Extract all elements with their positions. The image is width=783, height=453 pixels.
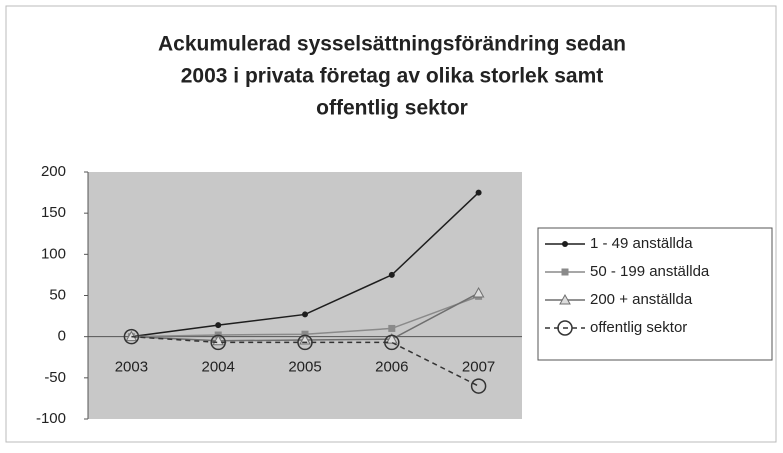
legend-label: 50 - 199 anställda [590,263,710,280]
series-line [131,335,479,387]
x-tick-label: 2006 [375,359,408,376]
chart-title: offentlig sektor [316,97,468,120]
legend-marker [561,268,569,276]
legend-marker [557,320,573,336]
y-tick-label: 150 [41,204,66,221]
y-tick-label: 50 [49,286,66,303]
data-point [472,287,485,298]
data-point [470,378,487,394]
chart-title: Ackumulerad sysselsättningsförändring se… [158,33,626,56]
x-tick-label: 2004 [202,359,235,376]
data-point [388,324,396,332]
data-point [123,328,140,345]
data-point [215,322,222,329]
data-point [210,334,226,351]
x-tick-label: 2005 [288,359,321,376]
x-tick-label: 2007 [462,359,495,376]
y-tick-label: -100 [36,410,66,427]
legend-marker [559,293,571,305]
y-tick-label: 200 [41,163,66,180]
legend-marker [562,241,568,247]
legend-label: 200 + anställda [590,291,693,308]
chart-title: 2003 i privata företag av olika storlek … [181,65,604,88]
data-point [385,333,398,344]
data-point [384,334,400,351]
data-point [297,334,313,351]
data-point [388,271,395,278]
y-tick-label: 100 [41,245,66,262]
y-tick-label: 0 [58,328,66,345]
x-tick-label: 2003 [115,359,148,376]
legend-box [537,227,773,361]
data-point [302,311,308,318]
legend-label: 1 - 49 anställda [590,235,693,252]
legend-label: offentlig sektor [590,319,687,336]
y-tick-label: -50 [44,369,66,386]
data-point [475,189,482,196]
plot-area [88,172,522,419]
